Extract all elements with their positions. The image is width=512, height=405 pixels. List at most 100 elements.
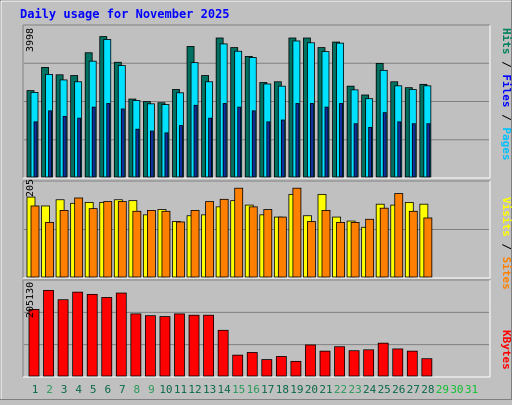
bottom-right-label: KBytes — [500, 330, 512, 370]
x-tick-label: 19 — [290, 383, 303, 396]
x-tick-label: 3 — [61, 383, 68, 396]
kbytes-bar — [57, 299, 69, 377]
bottom-ymax-label: 205130 — [25, 282, 36, 318]
x-tick-label: 25 — [378, 383, 391, 396]
pages-bar — [353, 123, 358, 178]
pages-bar — [193, 104, 198, 178]
top-right-label-hits: Pages — [500, 127, 512, 160]
kbytes-bar — [305, 344, 316, 377]
kbytes-bar — [232, 354, 244, 377]
top-right-label-pages: Hits — [500, 28, 512, 55]
kbytes-bar — [72, 291, 84, 377]
pages-bar — [266, 121, 271, 178]
kbytes-bar — [377, 342, 389, 377]
kbytes-bar — [406, 350, 418, 377]
pages-bar — [33, 121, 38, 178]
kbytes-bar — [421, 358, 433, 377]
pages-bar — [222, 103, 227, 178]
kbytes-bar — [174, 313, 185, 377]
sites-bar — [350, 221, 360, 278]
kbytes-bar — [319, 350, 331, 377]
kbytes-bar — [188, 314, 200, 377]
sites-bar — [146, 210, 156, 278]
sites-bar — [321, 210, 331, 278]
x-tick-label: 12 — [188, 383, 201, 396]
x-tick-label: 30 — [450, 383, 463, 396]
pages-bar — [149, 130, 154, 178]
kbytes-bar — [130, 313, 142, 377]
pages-bar — [120, 108, 125, 178]
sites-bar — [74, 197, 84, 278]
pages-bar — [397, 121, 402, 178]
top-right-label-sep1: / — [500, 55, 512, 75]
x-tick-label: 4 — [75, 383, 82, 396]
panel-bottom — [22, 279, 491, 378]
pages-bar — [164, 132, 169, 178]
kbytes-bar — [348, 350, 360, 377]
sites-bar — [379, 207, 389, 278]
pages-bar — [62, 115, 67, 178]
x-tick-label: 5 — [90, 383, 97, 396]
x-tick-label: 23 — [348, 383, 361, 396]
pages-bar — [382, 112, 387, 178]
top-right-label: Hits / Files / Pages — [500, 28, 512, 161]
kbytes-bar — [275, 356, 287, 377]
sites-bar — [336, 221, 345, 278]
top-ymax-label: 3998 — [25, 28, 36, 52]
x-tick-label: 17 — [261, 383, 274, 396]
middle-right-label-visits: Visits — [500, 197, 512, 237]
panel-top — [22, 24, 491, 179]
x-tick-label: 6 — [104, 383, 111, 396]
top-right-label-files: Files — [500, 74, 512, 107]
sites-bar — [248, 206, 258, 278]
x-tick-label: 7 — [119, 383, 126, 396]
kbytes-bar — [392, 348, 404, 377]
x-tick-label: 20 — [305, 383, 318, 396]
x-tick-label: 28 — [421, 383, 434, 396]
sites-bar — [423, 217, 433, 278]
x-tick-label: 24 — [363, 383, 377, 396]
sites-bar — [176, 221, 185, 278]
sites-bar — [117, 201, 127, 278]
kbytes-bar — [86, 293, 98, 377]
top-right-label-sep2: / — [500, 108, 512, 128]
sites-bar — [234, 187, 244, 278]
x-tick-label: 16 — [247, 383, 260, 396]
sites-bar — [190, 210, 200, 278]
sites-bar — [408, 210, 418, 278]
sites-bar — [219, 198, 229, 278]
x-tick-label: 27 — [407, 383, 420, 396]
x-tick-label: 2 — [46, 383, 53, 396]
pages-bar — [106, 103, 111, 178]
sites-bar — [263, 209, 273, 278]
x-tick-label: 15 — [232, 383, 245, 396]
sites-bar — [88, 208, 98, 278]
kbytes-bar — [144, 315, 156, 377]
middle-right-label-sites: Sites — [500, 257, 512, 290]
kbytes-bar — [43, 289, 54, 377]
x-tick-label: 18 — [276, 383, 289, 396]
sites-bar — [132, 210, 142, 278]
x-axis-day-labels: 1 2 3 4 5 6 7 8 9 10 11 12 13 14 15 16 17 18 19 20 21 22 23 24 2… — [32, 383, 478, 396]
kbytes-bar — [290, 360, 302, 377]
pages-bar — [77, 117, 82, 178]
x-tick-label: 14 — [218, 383, 232, 396]
sites-bar — [205, 201, 215, 278]
sites-bar — [30, 205, 40, 278]
pages-bar — [135, 128, 140, 178]
panel-middle — [22, 180, 491, 279]
sites-bar — [103, 201, 113, 278]
kbytes-bar — [334, 346, 345, 377]
pages-bar — [91, 106, 96, 178]
kbytes-bar — [261, 359, 273, 377]
x-tick-label: 22 — [334, 383, 347, 396]
kbytes-bar — [217, 329, 229, 377]
kbytes-bar — [101, 297, 113, 377]
pages-bar — [295, 103, 300, 178]
kbytes-bar — [363, 349, 375, 377]
kbytes-bar — [115, 292, 127, 377]
pages-bar — [426, 123, 431, 178]
pages-bar — [251, 110, 256, 178]
sites-bar — [59, 210, 69, 278]
pages-bar — [208, 117, 213, 178]
